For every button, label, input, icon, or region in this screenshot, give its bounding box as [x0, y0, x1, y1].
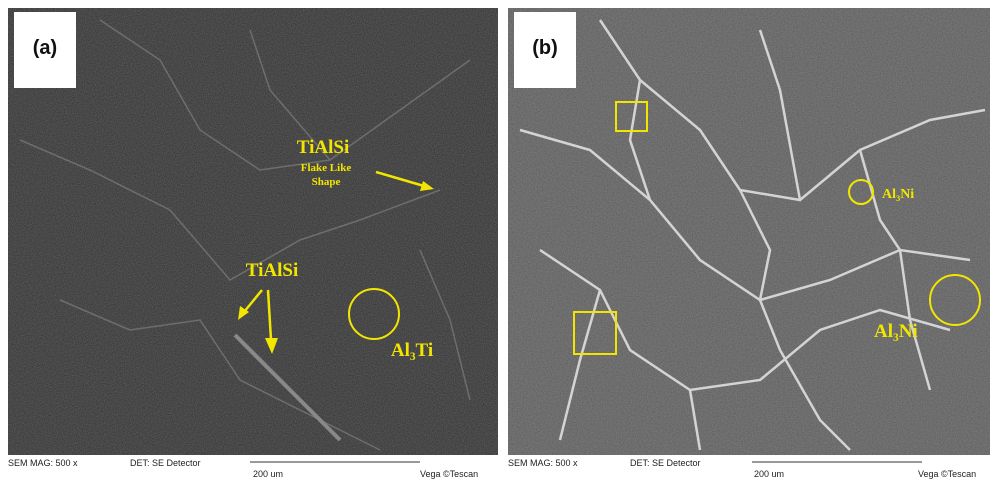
texture [8, 8, 498, 455]
footer-brand: Vega ©Tescan [918, 469, 976, 479]
panel-b: (b) Al₃Ni Al₃Ni SEM MAG: 500 x DET: SE D… [508, 8, 990, 479]
highlight-circle [348, 288, 400, 340]
panel-label: (a) [33, 37, 57, 59]
highlight-box [615, 101, 648, 132]
annotation: Al₃Ni [882, 187, 914, 202]
footer-mag: SEM MAG: 500 x [508, 458, 578, 468]
arrows [238, 170, 434, 354]
footer-scale: 200 um [253, 469, 283, 479]
annotation: Flake Like [301, 162, 352, 174]
highlight-circle [929, 274, 981, 326]
annotation: TiAlSi [246, 260, 298, 281]
highlight-circle [848, 179, 874, 205]
footer-brand: Vega ©Tescan [420, 469, 478, 479]
footer-mag: SEM MAG: 500 x [8, 458, 78, 468]
label-box [514, 12, 576, 88]
highlight-box [573, 311, 617, 355]
footer-det: DET: SE Detector [130, 458, 201, 468]
annotation: TiAlSi [297, 137, 349, 158]
dendrite-network [519, 19, 986, 451]
panel-a: (a) TiAlSi Flake Like Shape TiAlSi Al₃Ti… [8, 8, 498, 479]
footer-det: DET: SE Detector [630, 458, 701, 468]
footer-scale: 200 um [754, 469, 784, 479]
annotation: Shape [312, 176, 341, 188]
annotation: Al₃Ti [391, 340, 433, 361]
grain-boundaries [19, 19, 471, 451]
panel-label: (b) [532, 37, 558, 59]
label-box [14, 12, 76, 88]
texture [508, 8, 990, 455]
annotation: Al₃Ni [874, 321, 918, 342]
